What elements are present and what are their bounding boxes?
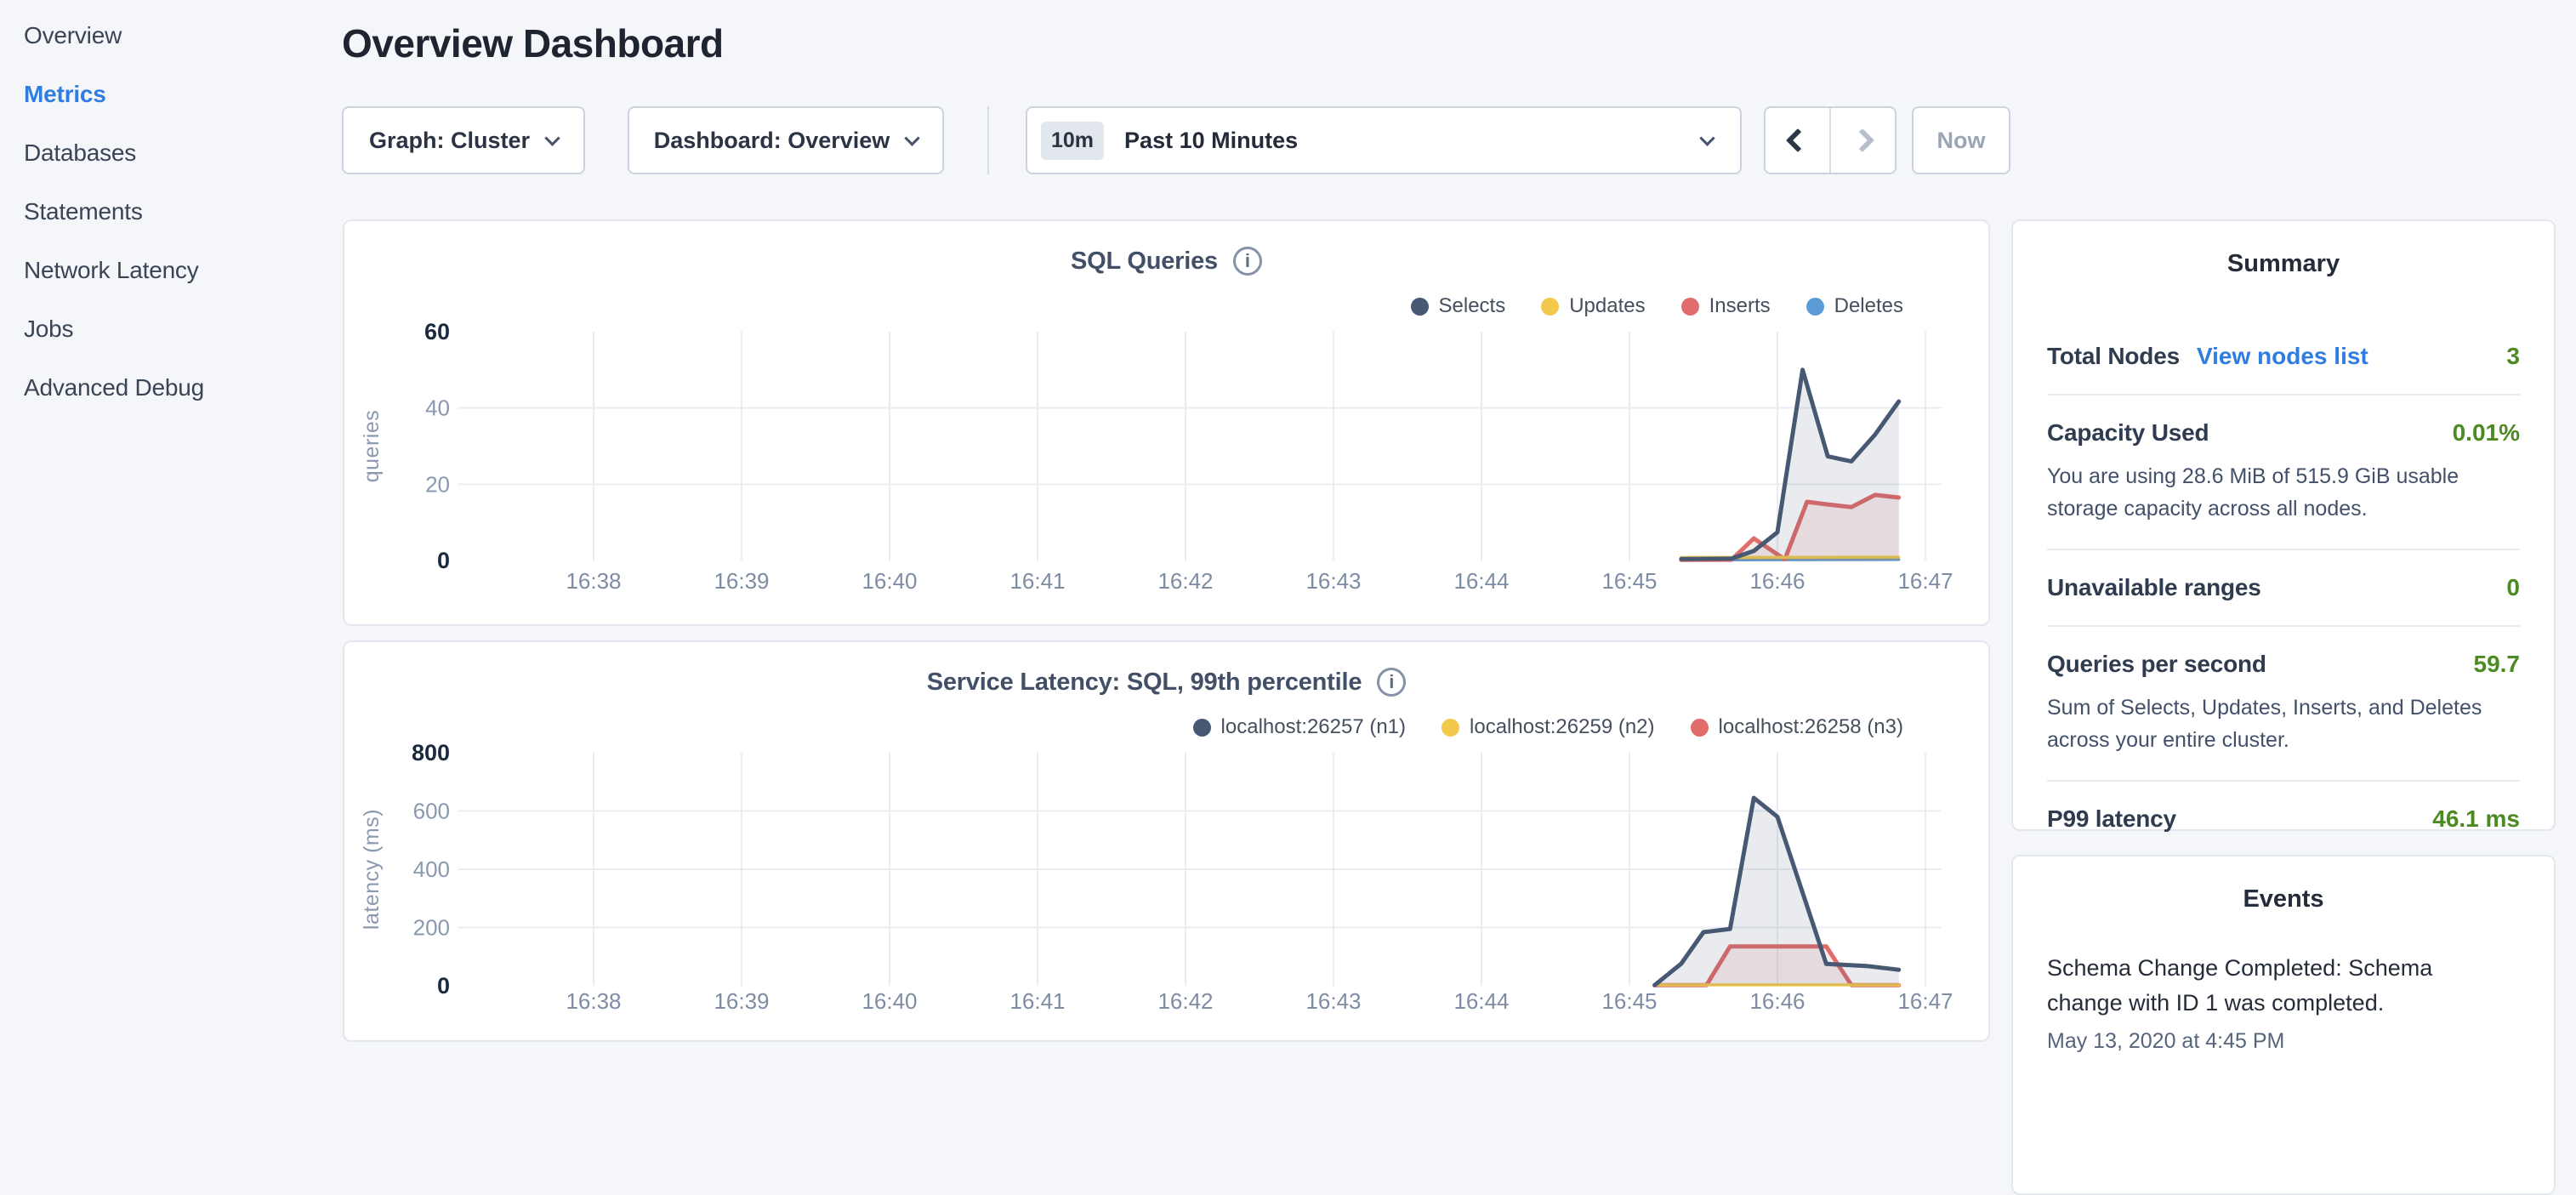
- sidebar-nav: Overview Metrics Databases Statements Networ…: [24, 19, 340, 405]
- chevron-left-icon: [1785, 128, 1809, 152]
- graph-scope-dropdown[interactable]: Graph: Cluster: [342, 106, 585, 174]
- dashboard-dropdown-label: Dashboard: Overview: [654, 128, 890, 154]
- x-tick-label: 16:42: [1157, 988, 1213, 1014]
- summary-row-p99-latency: P99 latency 46.1 ms: [2047, 782, 2520, 856]
- chevron-down-icon: [1699, 130, 1714, 145]
- x-tick-label: 16:40: [862, 988, 917, 1014]
- summary-row-value: 0.01%: [2453, 419, 2520, 447]
- x-tick-label: 16:39: [714, 568, 769, 594]
- summary-row-label: P99 latency: [2047, 805, 2176, 833]
- time-pager: [1764, 106, 1896, 174]
- sql-queries-chart[interactable]: 16:38 16:39 16:40 16:41 16:42 16:43 16:44 16:45…: [344, 221, 1992, 628]
- x-tick-label: 16:39: [714, 988, 769, 1014]
- sidebar-item-advanced-debug[interactable]: Advanced Debug: [24, 371, 340, 405]
- y-tick-label: 800: [412, 740, 450, 765]
- summary-row-subtext: You are using 28.6 MiB of 515.9 GiB usab…: [2047, 460, 2511, 525]
- time-window-badge: 10m: [1041, 122, 1104, 160]
- sidebar-item-statements[interactable]: Statements: [24, 195, 340, 229]
- x-tick-label: 16:41: [1009, 988, 1065, 1014]
- event-timestamp: May 13, 2020 at 4:45 PM: [2047, 1029, 2520, 1054]
- y-tick-label: 200: [413, 915, 450, 941]
- summary-row-capacity-used: Capacity Used 0.01% You are using 28.6 MiB…: [2047, 395, 2520, 550]
- summary-row-value: 3: [2506, 343, 2520, 370]
- summary-rows: Total Nodes View nodes list 3 Capacity Used…: [2047, 319, 2520, 856]
- next-time-button[interactable]: [1831, 108, 1895, 173]
- chevron-right-icon: [1851, 128, 1874, 152]
- x-tick-label: 16:42: [1157, 568, 1213, 594]
- summary-row-unavailable-ranges: Unavailable ranges 0: [2047, 550, 2520, 627]
- y-tick-label: 0: [437, 973, 450, 999]
- y-axis-title: queries: [360, 410, 384, 483]
- toolbar: Graph: Cluster Dashboard: Overview 10m P…: [340, 106, 2576, 174]
- overview-dashboard-page: { "page": { "title": "Overview Dashboard…: [0, 0, 2576, 1051]
- service-latency-chart[interactable]: 16:38 16:39 16:40 16:41 16:42 16:43 16:44 16:45…: [344, 642, 1992, 1044]
- sidebar-item-databases[interactable]: Databases: [24, 136, 340, 170]
- y-tick-label: 0: [437, 548, 450, 573]
- series-fill-localhost-26257-n1: [1655, 798, 1899, 986]
- chevron-down-icon: [544, 130, 560, 145]
- summary-row-value: 59.7: [2474, 651, 2521, 678]
- y-tick-label: 400: [413, 856, 450, 882]
- summary-row-label: Queries per second: [2047, 651, 2266, 678]
- page-title: Overview Dashboard: [342, 19, 724, 68]
- sidebar-item-overview[interactable]: Overview: [24, 19, 340, 53]
- summary-row-label: Unavailable ranges: [2047, 574, 2261, 601]
- events-panel: Events Schema Change Completed: Schema c…: [2011, 855, 2556, 1195]
- view-nodes-list-link[interactable]: View nodes list: [2197, 343, 2368, 370]
- x-tick-label: 16:38: [566, 988, 621, 1014]
- x-tick-label: 16:43: [1305, 988, 1361, 1014]
- sidebar-item-network-latency[interactable]: Network Latency: [24, 253, 340, 287]
- service-latency-chart-card: Service Latency: SQL, 99th percentile i …: [343, 640, 1990, 1042]
- time-window-label: Past 10 Minutes: [1124, 128, 1298, 154]
- x-tick-label: 16:45: [1601, 568, 1657, 594]
- summary-row-queries-per-second: Queries per second 59.7 Sum of Selects, Up…: [2047, 627, 2520, 782]
- x-tick-label: 16:47: [1897, 988, 1953, 1014]
- summary-panel-title: Summary: [2047, 250, 2520, 278]
- x-tick-label: 16:45: [1601, 988, 1657, 1014]
- y-axis-title: latency (ms): [360, 809, 384, 930]
- sidebar-item-metrics[interactable]: Metrics: [24, 77, 340, 111]
- sidebar-item-jobs[interactable]: Jobs: [24, 312, 340, 346]
- dashboard-dropdown[interactable]: Dashboard: Overview: [628, 106, 944, 174]
- summary-row-value: 46.1 ms: [2432, 805, 2520, 833]
- toolbar-divider: [987, 106, 989, 174]
- x-tick-label: 16:47: [1897, 568, 1953, 594]
- y-tick-label: 60: [424, 319, 450, 344]
- summary-row-value: 0: [2506, 574, 2520, 601]
- y-tick-label: 40: [425, 395, 450, 421]
- events-list: Schema Change Completed: Schema change w…: [2047, 951, 2520, 1054]
- summary-row-label: Capacity Used: [2047, 419, 2209, 447]
- previous-time-button[interactable]: [1766, 108, 1829, 173]
- x-tick-label: 16:43: [1305, 568, 1361, 594]
- x-tick-label: 16:38: [566, 568, 621, 594]
- x-tick-label: 16:46: [1749, 568, 1805, 594]
- summary-row-label: Total Nodes: [2047, 343, 2180, 370]
- series-fill-selects: [1681, 370, 1899, 561]
- events-panel-title: Events: [2047, 885, 2520, 913]
- y-tick-label: 20: [425, 471, 450, 497]
- x-tick-label: 16:46: [1749, 988, 1805, 1014]
- summary-panel: Summary Total Nodes View nodes list 3 Capac…: [2011, 219, 2556, 831]
- x-tick-label: 16:41: [1009, 568, 1065, 594]
- x-tick-label: 16:44: [1453, 568, 1509, 594]
- summary-row-total-nodes: Total Nodes View nodes list 3: [2047, 319, 2520, 395]
- now-button[interactable]: Now: [1912, 106, 2010, 174]
- chevron-down-icon: [905, 130, 920, 145]
- time-window-dropdown[interactable]: 10m Past 10 Minutes: [1026, 106, 1742, 174]
- now-button-label: Now: [1937, 128, 1986, 154]
- y-tick-label: 600: [413, 799, 450, 824]
- summary-row-subtext: Sum of Selects, Updates, Inserts, and De…: [2047, 691, 2511, 756]
- sidebar: Overview Metrics Databases Statements Networ…: [0, 0, 340, 1051]
- x-tick-label: 16:40: [862, 568, 917, 594]
- graph-scope-dropdown-label: Graph: Cluster: [369, 128, 530, 154]
- event-message: Schema Change Completed: Schema change w…: [2047, 951, 2485, 1021]
- x-tick-label: 16:44: [1453, 988, 1509, 1014]
